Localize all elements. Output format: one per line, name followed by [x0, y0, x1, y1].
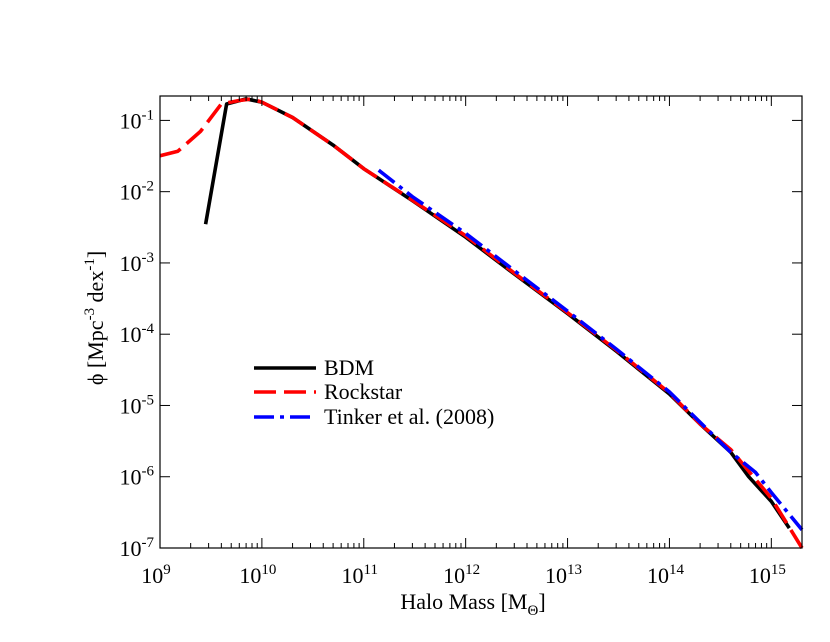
- y-axis-title-tail: ]: [83, 251, 108, 258]
- legend-label-rockstar: Rockstar: [324, 379, 403, 404]
- x-tick-label: 1012: [443, 562, 480, 588]
- series-line-bdm: [203, 97, 791, 530]
- y-axis-title-sup2: -1: [82, 258, 98, 271]
- x-tick-label: 1010: [239, 562, 276, 588]
- x-axis-title-sub: Θ: [527, 603, 538, 619]
- legend-label-tinker: Tinker et al. (2008): [324, 404, 494, 429]
- x-tick-label: 1013: [545, 562, 582, 588]
- y-axis-title: ϕ [Mpc-3 dex-1]: [82, 251, 108, 385]
- series-line-rockstar: [159, 97, 804, 549]
- legend-label-bdm: BDM: [324, 355, 374, 380]
- x-tick-label: 109: [141, 562, 171, 588]
- legend: BDM Rockstar Tinker et al. (2008): [254, 355, 494, 429]
- y-axis-title-mid: dex: [83, 271, 108, 308]
- y-tick-label: 10-7: [120, 535, 155, 561]
- y-tick-labels: 10-1 10-2 10-3 10-4 10-5 10-6 10-7: [120, 107, 155, 561]
- x-tick-label: 1011: [342, 562, 378, 588]
- y-tick-label: 10-4: [120, 321, 155, 347]
- y-tick-label: 10-1: [120, 107, 155, 133]
- y-axis-title-main: ϕ [Mpc: [83, 320, 108, 385]
- y-tick-label: 10-3: [120, 250, 155, 276]
- ticks-layer: [159, 96, 803, 549]
- series-line-tinker-et-al-2008: [377, 168, 804, 531]
- y-tick-label: 10-2: [120, 179, 155, 205]
- x-axis-title-tail: ]: [538, 589, 545, 614]
- x-axis-title: Halo Mass [MΘ]: [400, 589, 545, 619]
- x-axis-title-main: Halo Mass [M: [400, 589, 527, 614]
- y-tick-label: 10-5: [120, 392, 155, 418]
- y-axis-title-sup1: -3: [82, 308, 98, 321]
- x-tick-labels: 109 1010 1011 1012 1013 1014 1015: [141, 562, 786, 588]
- y-tick-label: 10-6: [120, 464, 155, 490]
- plot-frame: [159, 95, 803, 549]
- series-layer: [159, 97, 804, 549]
- x-tick-label: 1015: [749, 562, 786, 588]
- x-tick-label: 1014: [647, 562, 685, 588]
